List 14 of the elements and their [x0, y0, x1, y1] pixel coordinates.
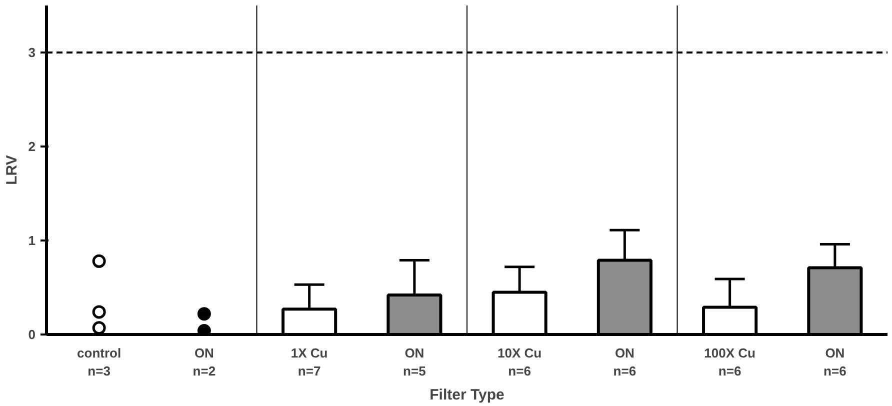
x-tick-label: 100X Cu n=6	[704, 346, 756, 378]
x-tick-label: 1X Cu n=7	[290, 346, 328, 378]
x-tick-label: ON n=5	[403, 346, 426, 378]
x-tick-label: ON n=6	[613, 346, 636, 378]
y-tick-label: 3	[28, 45, 36, 60]
x-tick-label: ON n=2	[192, 346, 216, 378]
x-tick-label: ON n=6	[824, 346, 846, 378]
x-tick-label: control n=3	[77, 346, 122, 378]
y-tick-label: 1	[28, 233, 36, 248]
x-tick-label: 10X Cu n=6	[498, 346, 542, 378]
x-axis-title: Filter Type	[430, 386, 504, 404]
y-tick-label: 2	[28, 139, 36, 154]
y-tick-label: 0	[28, 327, 36, 342]
y-axis-title: LRV	[3, 155, 20, 185]
